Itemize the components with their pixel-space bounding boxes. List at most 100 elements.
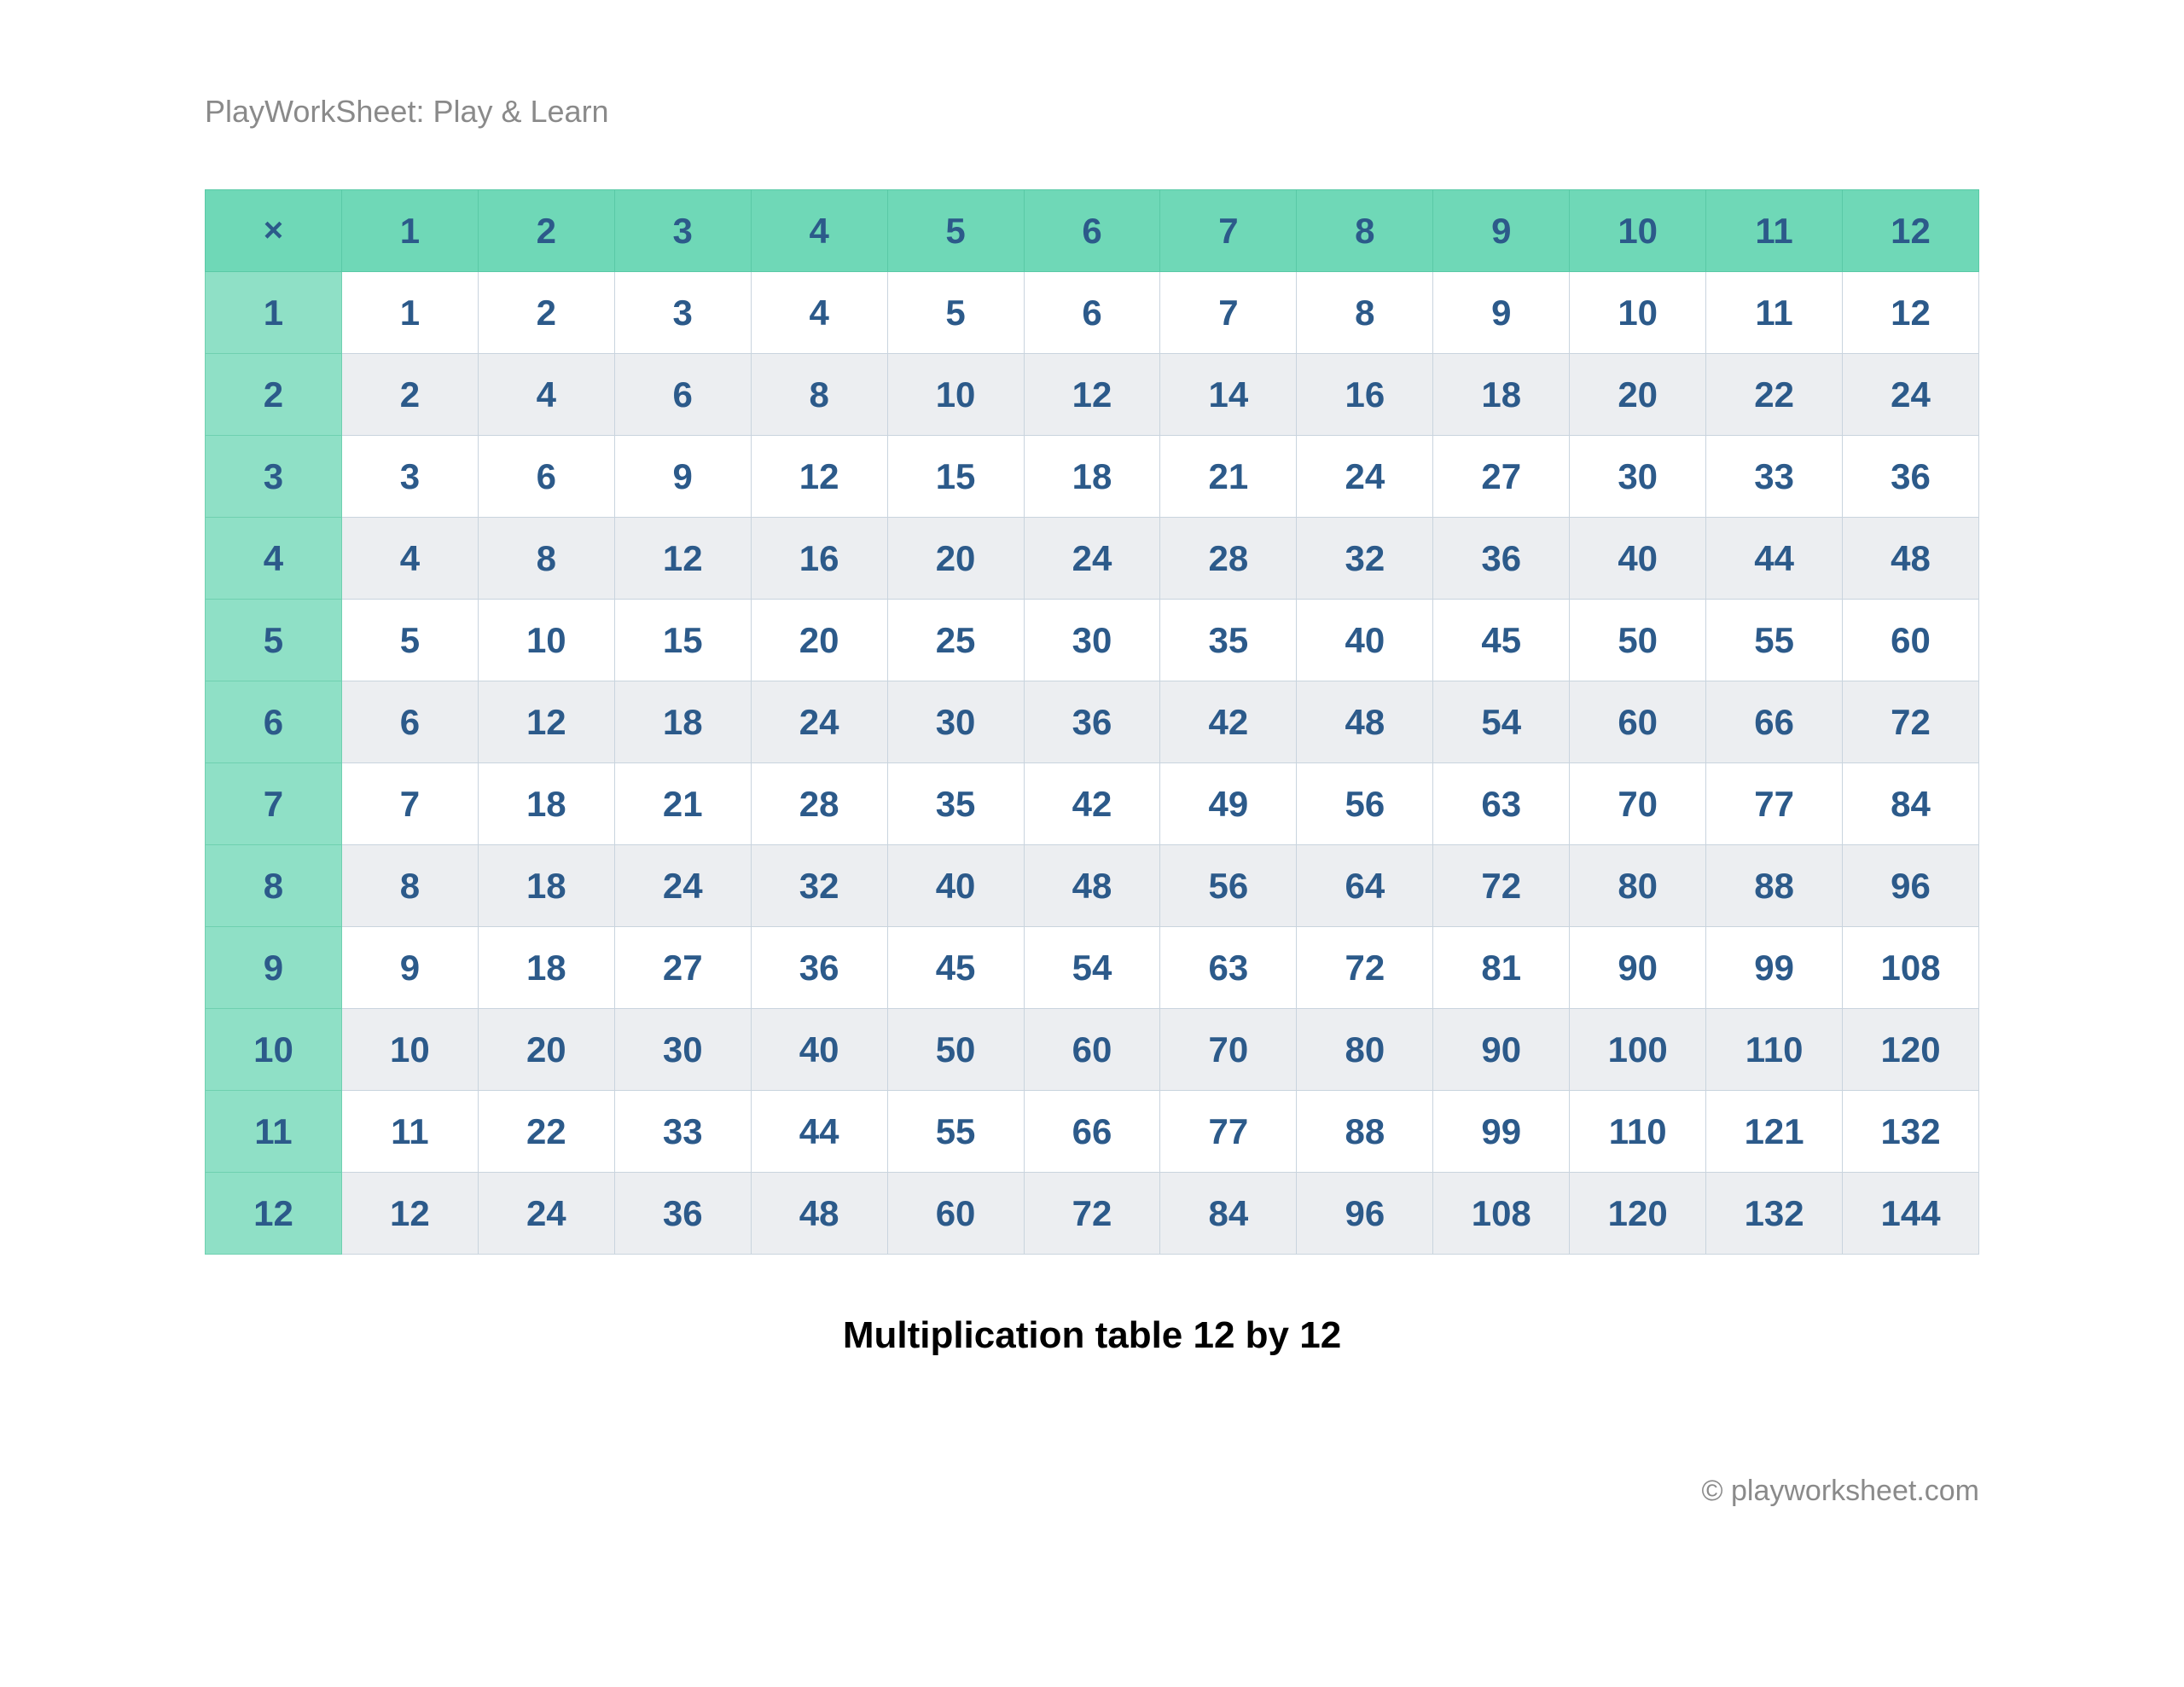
table-cell: 144 bbox=[1843, 1173, 1979, 1255]
table-row: 551015202530354045505560 bbox=[206, 600, 1979, 681]
table-cell: 70 bbox=[1570, 763, 1706, 845]
table-cell: 84 bbox=[1843, 763, 1979, 845]
table-cell: 42 bbox=[1160, 681, 1297, 763]
table-cell: 15 bbox=[614, 600, 751, 681]
table-cell: 45 bbox=[887, 927, 1024, 1009]
table-cell: 40 bbox=[1570, 518, 1706, 600]
table-cell: 18 bbox=[1024, 436, 1160, 518]
table-body: 1123456789101112224681012141618202224336… bbox=[206, 272, 1979, 1255]
table-cell: 12 bbox=[751, 436, 887, 518]
table-cell: 8 bbox=[751, 354, 887, 436]
table-cell: 14 bbox=[1160, 354, 1297, 436]
table-cell: 99 bbox=[1433, 1091, 1570, 1173]
table-cell: 48 bbox=[1024, 845, 1160, 927]
table-cell: 108 bbox=[1433, 1173, 1570, 1255]
table-cell: 66 bbox=[1024, 1091, 1160, 1173]
table-cell: 60 bbox=[1843, 600, 1979, 681]
table-cell: 110 bbox=[1706, 1009, 1843, 1091]
table-cell: 42 bbox=[1024, 763, 1160, 845]
table-row: 661218243036424854606672 bbox=[206, 681, 1979, 763]
table-cell: 8 bbox=[1297, 272, 1433, 354]
table-cell: 36 bbox=[1433, 518, 1570, 600]
table-cell: 56 bbox=[1297, 763, 1433, 845]
table-cell: 44 bbox=[1706, 518, 1843, 600]
table-cell: 50 bbox=[1570, 600, 1706, 681]
table-cell: 9 bbox=[341, 927, 478, 1009]
table-cell: 45 bbox=[1433, 600, 1570, 681]
table-cell: 16 bbox=[751, 518, 887, 600]
table-row: 1123456789101112 bbox=[206, 272, 1979, 354]
table-cell: 44 bbox=[751, 1091, 887, 1173]
table-cell: 8 bbox=[341, 845, 478, 927]
table-cell: 20 bbox=[478, 1009, 614, 1091]
table-row: 3369121518212427303336 bbox=[206, 436, 1979, 518]
table-cell: 10 bbox=[887, 354, 1024, 436]
table-cell: 121 bbox=[1706, 1091, 1843, 1173]
table-cell: 110 bbox=[1570, 1091, 1706, 1173]
col-header: 1 bbox=[341, 190, 478, 272]
row-header: 4 bbox=[206, 518, 342, 600]
table-header: × 1 2 3 4 5 6 7 8 9 10 11 12 bbox=[206, 190, 1979, 272]
table-cell: 18 bbox=[478, 763, 614, 845]
row-header: 3 bbox=[206, 436, 342, 518]
table-cell: 49 bbox=[1160, 763, 1297, 845]
table-cell: 108 bbox=[1843, 927, 1979, 1009]
table-cell: 24 bbox=[478, 1173, 614, 1255]
col-header: 3 bbox=[614, 190, 751, 272]
table-cell: 32 bbox=[751, 845, 887, 927]
table-cell: 12 bbox=[614, 518, 751, 600]
table-cell: 35 bbox=[1160, 600, 1297, 681]
table-cell: 4 bbox=[751, 272, 887, 354]
table-cell: 18 bbox=[1433, 354, 1570, 436]
table-cell: 10 bbox=[341, 1009, 478, 1091]
table-cell: 28 bbox=[1160, 518, 1297, 600]
table-cell: 10 bbox=[1570, 272, 1706, 354]
row-header: 8 bbox=[206, 845, 342, 927]
col-header: 5 bbox=[887, 190, 1024, 272]
table-cell: 2 bbox=[478, 272, 614, 354]
table-cell: 1 bbox=[341, 272, 478, 354]
table-cell: 54 bbox=[1433, 681, 1570, 763]
table-cell: 72 bbox=[1843, 681, 1979, 763]
table-cell: 3 bbox=[341, 436, 478, 518]
table-cell: 60 bbox=[1024, 1009, 1160, 1091]
table-cell: 35 bbox=[887, 763, 1024, 845]
table-cell: 21 bbox=[614, 763, 751, 845]
table-cell: 12 bbox=[478, 681, 614, 763]
row-header: 1 bbox=[206, 272, 342, 354]
table-cell: 48 bbox=[751, 1173, 887, 1255]
table-cell: 30 bbox=[887, 681, 1024, 763]
table-cell: 55 bbox=[1706, 600, 1843, 681]
table-cell: 33 bbox=[1706, 436, 1843, 518]
table-cell: 72 bbox=[1433, 845, 1570, 927]
table-cell: 32 bbox=[1297, 518, 1433, 600]
col-header: 2 bbox=[478, 190, 614, 272]
table-cell: 64 bbox=[1297, 845, 1433, 927]
row-header: 9 bbox=[206, 927, 342, 1009]
row-header: 6 bbox=[206, 681, 342, 763]
table-cell: 3 bbox=[614, 272, 751, 354]
table-cell: 12 bbox=[341, 1173, 478, 1255]
table-cell: 60 bbox=[887, 1173, 1024, 1255]
col-header: 7 bbox=[1160, 190, 1297, 272]
table-cell: 18 bbox=[478, 845, 614, 927]
table-row: 771821283542495663707784 bbox=[206, 763, 1979, 845]
col-header: 12 bbox=[1843, 190, 1979, 272]
table-cell: 84 bbox=[1160, 1173, 1297, 1255]
col-header: 8 bbox=[1297, 190, 1433, 272]
table-cell: 30 bbox=[614, 1009, 751, 1091]
col-header: 6 bbox=[1024, 190, 1160, 272]
table-cell: 132 bbox=[1706, 1173, 1843, 1255]
table-cell: 4 bbox=[341, 518, 478, 600]
table-cell: 30 bbox=[1024, 600, 1160, 681]
table-cell: 4 bbox=[478, 354, 614, 436]
table-cell: 24 bbox=[751, 681, 887, 763]
table-cell: 2 bbox=[341, 354, 478, 436]
table-cell: 54 bbox=[1024, 927, 1160, 1009]
table-header-row: × 1 2 3 4 5 6 7 8 9 10 11 12 bbox=[206, 190, 1979, 272]
table-row: 9918273645546372819099108 bbox=[206, 927, 1979, 1009]
table-cell: 99 bbox=[1706, 927, 1843, 1009]
table-cell: 36 bbox=[614, 1173, 751, 1255]
table-cell: 20 bbox=[751, 600, 887, 681]
table-cell: 10 bbox=[478, 600, 614, 681]
